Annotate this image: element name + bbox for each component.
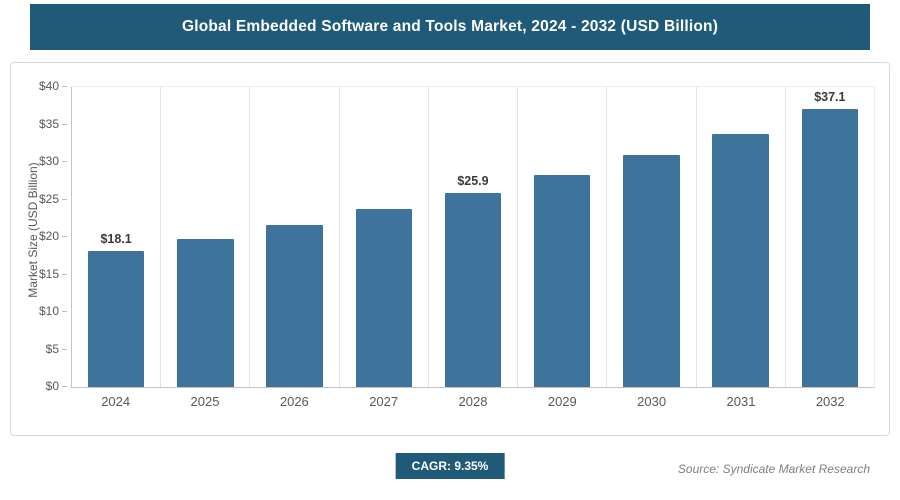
source-attribution: Source: Syndicate Market Research [677, 462, 870, 476]
cagr-badge: CAGR: 9.35% [395, 453, 505, 479]
bar-2029 [533, 174, 591, 387]
y-tick-label: $15 [38, 266, 68, 281]
bar-value-label-2032: $37.1 [814, 89, 846, 104]
bar-column-2027 [340, 87, 429, 387]
bar-2032: $37.1 [801, 90, 859, 387]
bar-2031 [712, 133, 769, 387]
bar-column-2032: $37.1 [786, 87, 874, 387]
x-axis-label-2032: 2032 [815, 394, 845, 409]
y-tick-label: $35 [38, 116, 68, 131]
x-axis-label-2031: 2031 [726, 394, 756, 409]
plot-area: $18.1 $25.9 $37.1 [71, 86, 875, 388]
bar-column-2030 [607, 87, 697, 387]
y-tick-label: $0 [45, 379, 68, 393]
x-axis-label-2024: 2024 [101, 394, 131, 409]
bar-2028: $25.9 [444, 174, 502, 387]
bar-column-2028: $25.9 [429, 87, 519, 387]
bar-2030 [623, 155, 680, 387]
y-tick-label: $25 [38, 191, 68, 206]
bar-column-2024: $18.1 [72, 87, 162, 387]
bar-2025 [177, 238, 234, 387]
x-axis-label-2028: 2028 [458, 394, 488, 409]
x-axis-label-2026: 2026 [279, 394, 309, 409]
x-axis-label-2029: 2029 [547, 394, 577, 409]
x-axis-label-2025: 2025 [190, 394, 220, 409]
chart-title: Global Embedded Software and Tools Marke… [181, 18, 719, 35]
y-tick-label: $30 [38, 154, 68, 168]
bar-value-label-2028: $25.9 [457, 173, 489, 188]
bar-column-2026 [250, 87, 340, 387]
x-axis-labels: 2024 2025 2026 2027 2028 2029 2030 2031 2032 [71, 394, 875, 409]
bar-column-2031 [697, 87, 786, 387]
bar-value-label-2024: $18.1 [100, 232, 132, 247]
bar-2026 [266, 225, 323, 387]
x-axis-label-2030: 2030 [637, 394, 667, 409]
bar-2024: $18.1 [87, 232, 145, 387]
y-tick-label: $10 [38, 304, 68, 318]
bar-column-2029 [518, 87, 608, 387]
bar-2027 [355, 209, 412, 387]
y-tick-label: $5 [45, 341, 68, 356]
y-axis-ticks: $0 $5 $10 $15 $20 $25 $30 $35 $40 [11, 79, 69, 393]
bar-column-2025 [161, 87, 251, 387]
y-tick-label: $20 [38, 229, 68, 243]
x-axis-label-2027: 2027 [369, 394, 399, 409]
y-tick-label: $40 [38, 79, 68, 93]
title-banner: Global Embedded Software and Tools Marke… [30, 4, 870, 50]
chart-box: Market Size (USD Billion) $0 $5 $10 $15 $20 $… [10, 62, 890, 436]
